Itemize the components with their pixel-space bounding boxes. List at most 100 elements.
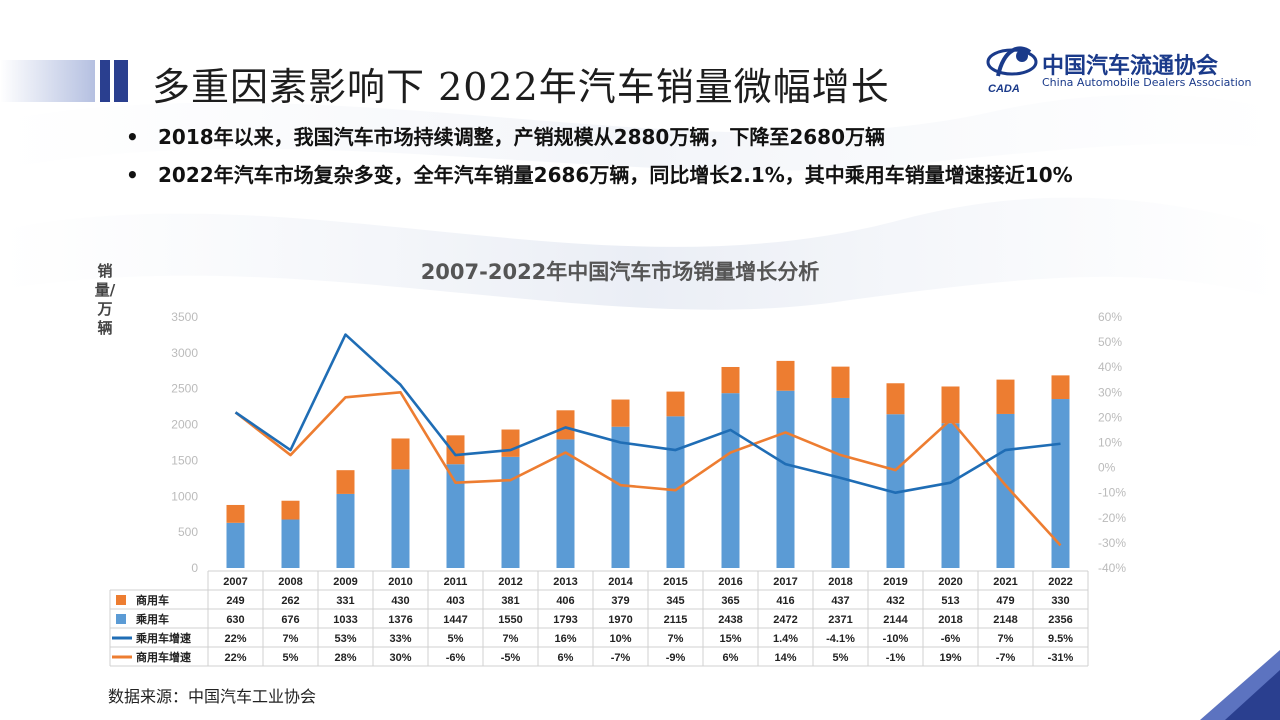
bullet-item: • 2022年汽车市场复杂多变，全年汽车销量2686万辆，同比增长2.1%，其中… xyxy=(126,160,1226,190)
page-title: 多重因素影响下 2022年汽车销量微幅增长 xyxy=(152,65,890,109)
y2-tick-label: 0% xyxy=(1098,461,1116,475)
data-label: 676 xyxy=(281,614,299,626)
data-label: 5% xyxy=(448,633,464,645)
bullet-symbol: • xyxy=(126,163,139,187)
bar-commercial xyxy=(666,391,685,417)
bar-passenger xyxy=(501,456,520,568)
bar-passenger xyxy=(776,390,795,568)
line-commercial-growth xyxy=(234,390,1062,547)
bar-commercial xyxy=(446,435,465,465)
data-label: -6% xyxy=(446,652,466,664)
legend-entry: 乘用车增速 xyxy=(135,631,191,645)
data-label: 479 xyxy=(996,595,1014,607)
data-label: 381 xyxy=(501,595,519,607)
y-tick-label: 0 xyxy=(191,561,198,575)
data-label: -5% xyxy=(501,652,521,664)
y2-tick-label: 40% xyxy=(1098,360,1122,374)
data-label: -7% xyxy=(611,652,631,664)
x-tick-label: 2010 xyxy=(388,576,412,588)
x-tick-label: 2020 xyxy=(938,576,962,588)
y-tick-label: 500 xyxy=(178,525,198,539)
bullet-text: 2022年汽车市场复杂多变，全年汽车销量2686万辆，同比增长2.1%，其中乘用… xyxy=(158,163,1073,187)
line-passenger-growth xyxy=(234,333,1061,495)
legend-swatch xyxy=(116,595,126,605)
x-tick-label: 2013 xyxy=(553,576,577,588)
data-label: 2438 xyxy=(718,614,742,626)
data-label: -6% xyxy=(941,633,961,645)
x-tick-label: 2017 xyxy=(773,576,797,588)
x-tick-label: 2007 xyxy=(223,576,247,588)
bar-commercial xyxy=(721,366,740,394)
data-label: 379 xyxy=(611,595,629,607)
data-label: 5% xyxy=(283,652,299,664)
x-tick-label: 2014 xyxy=(608,576,633,588)
data-source: 数据来源：中国汽车工业协会 xyxy=(108,687,317,706)
data-label: 416 xyxy=(776,595,794,607)
bar-passenger xyxy=(831,397,850,568)
x-tick-label: 2018 xyxy=(828,576,852,588)
data-label: 14% xyxy=(774,652,796,664)
data-label: 1033 xyxy=(333,614,357,626)
data-label: 330 xyxy=(1051,595,1069,607)
x-tick-label: 2011 xyxy=(444,576,468,588)
legend-entry: 乘用车 xyxy=(135,612,169,626)
y-tick-label: 3500 xyxy=(171,310,198,324)
bar-commercial xyxy=(941,386,960,424)
bar-passenger xyxy=(446,464,465,568)
legend-swatch xyxy=(116,614,126,624)
y-tick-label: 3000 xyxy=(171,346,198,360)
corner-decoration xyxy=(1200,650,1280,720)
y-tick-label: 2000 xyxy=(171,418,198,432)
data-label: 53% xyxy=(334,633,356,645)
data-label: 1970 xyxy=(608,614,632,626)
y-tick-label: 1000 xyxy=(171,489,198,503)
data-label: 2144 xyxy=(883,614,908,626)
data-label: 6% xyxy=(558,652,574,664)
bar-commercial xyxy=(776,360,795,391)
x-tick-label: 2015 xyxy=(663,576,687,588)
bar-commercial xyxy=(501,429,520,457)
data-label: 7% xyxy=(283,633,299,645)
bar-commercial xyxy=(886,383,905,415)
x-tick-label: 2022 xyxy=(1048,576,1072,588)
x-tick-label: 2008 xyxy=(278,576,302,588)
data-label: 33% xyxy=(389,633,411,645)
bullet-list: • 2018年以来，我国汽车市场持续调整，产销规模从2880万辆，下降至2680… xyxy=(126,122,1226,198)
data-label: 403 xyxy=(446,595,464,607)
logo-mark-text: CADA xyxy=(988,83,1020,95)
data-label: 15% xyxy=(719,633,741,645)
data-label: 437 xyxy=(831,595,849,607)
data-label: 331 xyxy=(336,595,354,607)
bar-passenger xyxy=(226,522,245,568)
bar-passenger xyxy=(336,493,355,568)
data-label: 28% xyxy=(334,652,356,664)
data-label: -9% xyxy=(666,652,686,664)
chart-title: 2007-2022年中国汽车市场销量增长分析 xyxy=(420,260,820,284)
data-label: -4.1% xyxy=(826,633,855,645)
data-label: 19% xyxy=(939,652,961,664)
bar-passenger xyxy=(886,414,905,568)
x-tick-label: 2012 xyxy=(498,576,522,588)
data-label: 2115 xyxy=(664,614,688,626)
bar-passenger xyxy=(611,426,630,568)
data-label: -1% xyxy=(886,652,906,664)
bar-passenger xyxy=(721,393,740,568)
data-label: 10% xyxy=(609,633,631,645)
data-label: 7% xyxy=(998,633,1014,645)
x-tick-label: 2016 xyxy=(718,576,742,588)
data-label: 30% xyxy=(389,652,411,664)
bar-passenger xyxy=(666,416,685,568)
y2-tick-label: 10% xyxy=(1098,436,1122,450)
bar-commercial xyxy=(226,504,245,523)
logo: CADA 中国汽车流通协会 China Automobile Dealers A… xyxy=(984,40,1251,96)
bullet-item: • 2018年以来，我国汽车市场持续调整，产销规模从2880万辆，下降至2680… xyxy=(126,122,1226,152)
data-label: 7% xyxy=(668,633,684,645)
data-label: 16% xyxy=(554,633,576,645)
bar-commercial xyxy=(1051,375,1070,400)
x-tick-label: 2019 xyxy=(883,576,907,588)
bar-commercial xyxy=(996,379,1015,414)
data-label: 406 xyxy=(556,595,574,607)
y2-tick-label: 50% xyxy=(1098,335,1122,349)
